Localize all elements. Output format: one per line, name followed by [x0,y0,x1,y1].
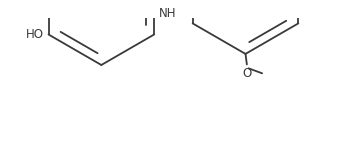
Text: NH: NH [159,7,177,20]
Text: O: O [242,67,252,80]
Text: HO: HO [26,28,44,41]
